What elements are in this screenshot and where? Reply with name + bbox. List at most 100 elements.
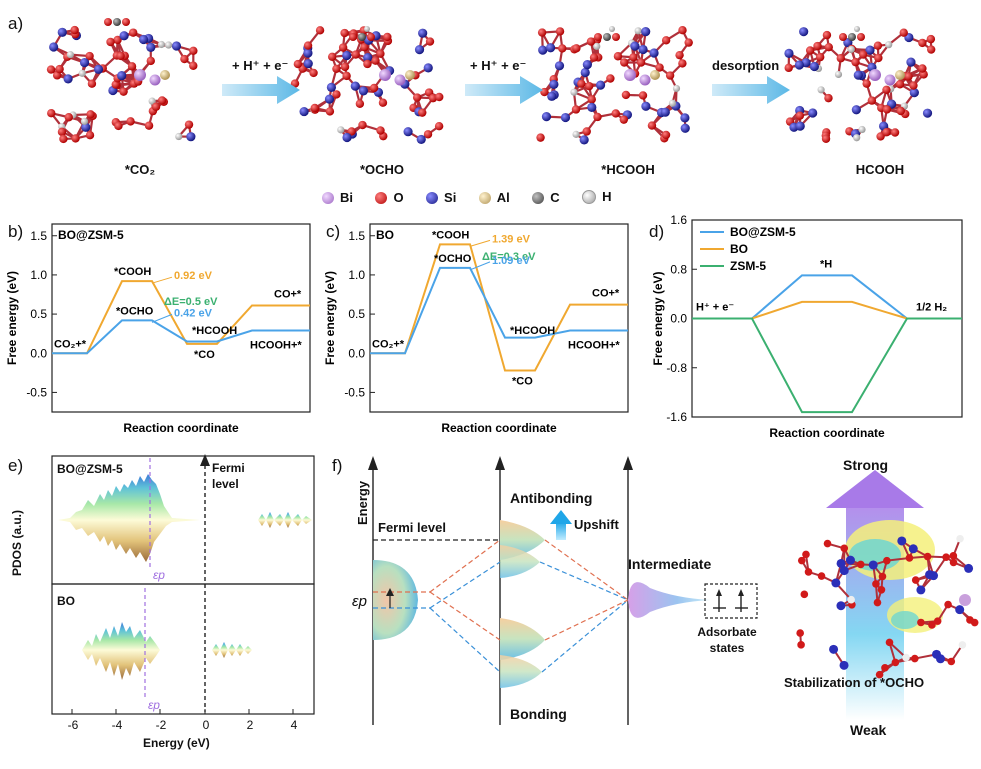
antibonding-band-2 (500, 545, 540, 578)
annotation: HCOOH+* (250, 340, 302, 352)
pdos-bottom-tag: BO (57, 594, 75, 608)
x-axis-label: Reaction coordinate (123, 421, 239, 435)
connect-dash (429, 607, 501, 673)
strong-label: Strong (843, 457, 889, 473)
energy-series-0 (370, 243, 628, 372)
state-label-4: HCOOH (855, 162, 905, 177)
bonding-band-2 (500, 655, 542, 688)
y-axis-label: Free energy (eV) (651, 271, 665, 365)
energy-axis-arrow-2 (495, 456, 505, 470)
xtick-label: -2 (155, 718, 167, 732)
adsorbate-box (704, 583, 758, 619)
connect-dash (541, 599, 629, 673)
ytick-label: 1.5 (30, 229, 47, 243)
annotation: 0.42 eV (174, 307, 213, 319)
energy-axis-arrow-3 (623, 456, 633, 470)
xtick-label: 4 (290, 718, 298, 732)
her-series-2 (692, 317, 962, 414)
annotation: 0.92 eV (174, 270, 213, 282)
upshift-label: Upshift (574, 517, 619, 532)
intermediate-peak (628, 582, 710, 618)
annotation: CO₂+* (372, 338, 405, 350)
annotation: *CO (194, 349, 215, 361)
state-label-1: *CO₂ (124, 162, 156, 177)
weak-label: Weak (850, 722, 887, 738)
annotation: *COOH (432, 229, 469, 241)
upshift-arrow-head (550, 510, 572, 524)
panel-b-label: b) (8, 222, 24, 241)
energy-series-0 (52, 280, 310, 355)
annotation: *OCHO (434, 253, 472, 265)
ytick-label: -0.8 (666, 361, 687, 375)
panel-a-label: a) (8, 14, 24, 33)
stabilization-label: Stabilization of *OCHO (784, 675, 925, 690)
adsorbate-label: Adsorbate states (697, 625, 757, 655)
annotation: *HCOOH (192, 325, 237, 337)
energy-series-1 (370, 266, 628, 355)
connect-dash (544, 599, 629, 641)
annotation: *HCOOH (510, 325, 555, 337)
reaction-arrow-3 (712, 76, 790, 104)
ytick-label: -1.6 (666, 410, 687, 424)
annotation: CO₂+* (54, 338, 87, 350)
zeolite-structure (784, 26, 936, 143)
connect-dash (544, 539, 629, 601)
element-legend: Bi O Si Al C H (322, 189, 629, 209)
fermi-arrowhead (200, 454, 210, 466)
pdos-top-down (58, 520, 200, 562)
legend-label: ZSM-5 (730, 259, 766, 273)
pointer (469, 239, 491, 247)
annotation: CO+* (274, 288, 302, 300)
legend-label: BO@ZSM-5 (730, 225, 796, 239)
connect-dash (539, 561, 629, 601)
pointer (151, 276, 173, 284)
intermediate-label: Intermediate (628, 556, 712, 572)
pointer (151, 313, 173, 323)
annotation: *H (820, 258, 832, 270)
arrow-label-1: + H⁺ + e⁻ (232, 58, 289, 73)
connect-dash (429, 561, 501, 609)
panel-a-structures (46, 18, 936, 145)
annotation: 1/2 H₂ (916, 302, 947, 314)
legend-bi: Bi (322, 190, 353, 205)
ytick-label: 0.0 (348, 346, 365, 360)
panel-e-pdos (51, 454, 315, 715)
x-axis-label: Reaction coordinate (441, 421, 557, 435)
panel-e-label: e) (8, 456, 24, 475)
ytick-label: 0.8 (670, 262, 687, 276)
panel-f-label: f) (332, 456, 343, 475)
legend-h: H (582, 189, 611, 204)
ytick-label: 1.6 (670, 213, 687, 227)
pdos-bottom-down-right (212, 650, 252, 658)
annotation: *COOH (114, 266, 151, 278)
reaction-arrow-1 (222, 76, 300, 104)
pdos-top-tag: BO@ZSM-5 (57, 462, 123, 476)
panel-d-label: d) (649, 222, 665, 241)
panel-b-chart: 1.5 1.0 0.5 0.0 -0.5 Free energy (eV) Reaction… (5, 223, 311, 435)
panel-c-label: c) (326, 222, 341, 241)
pdos-frame-bottom (51, 583, 315, 715)
annotation: ΔE=0.3 eV (482, 251, 536, 263)
ocho-structure (796, 520, 979, 679)
pdos-ylabel: PDOS (a.u.) (10, 509, 24, 576)
upshift-arrow-body (556, 522, 566, 540)
pdos-xticks (71, 709, 294, 714)
annotation: 1.09 eV (492, 255, 531, 267)
bonding-label: Bonding (510, 706, 567, 722)
state-label-3: *HCOOH (601, 162, 655, 177)
pdos-bottom-down (82, 650, 160, 680)
state-label-2: *OCHO (359, 162, 405, 177)
energy-axis-label: Energy (355, 480, 370, 525)
plot-frame (369, 223, 629, 413)
ep-label-f: εp (352, 593, 367, 610)
pointer (469, 261, 491, 271)
ytick-label: 0.0 (670, 312, 687, 326)
legend-label: BO (730, 242, 748, 256)
zeolite-structure (536, 26, 693, 145)
pdos-bottom-up (82, 622, 160, 650)
annotation: H⁺ + e⁻ (696, 302, 734, 314)
annotation: HCOOH+* (568, 340, 620, 352)
xtick-label: -6 (67, 718, 79, 732)
arrow-label-2: + H⁺ + e⁻ (470, 58, 527, 73)
xtick-label: -4 (111, 718, 123, 732)
